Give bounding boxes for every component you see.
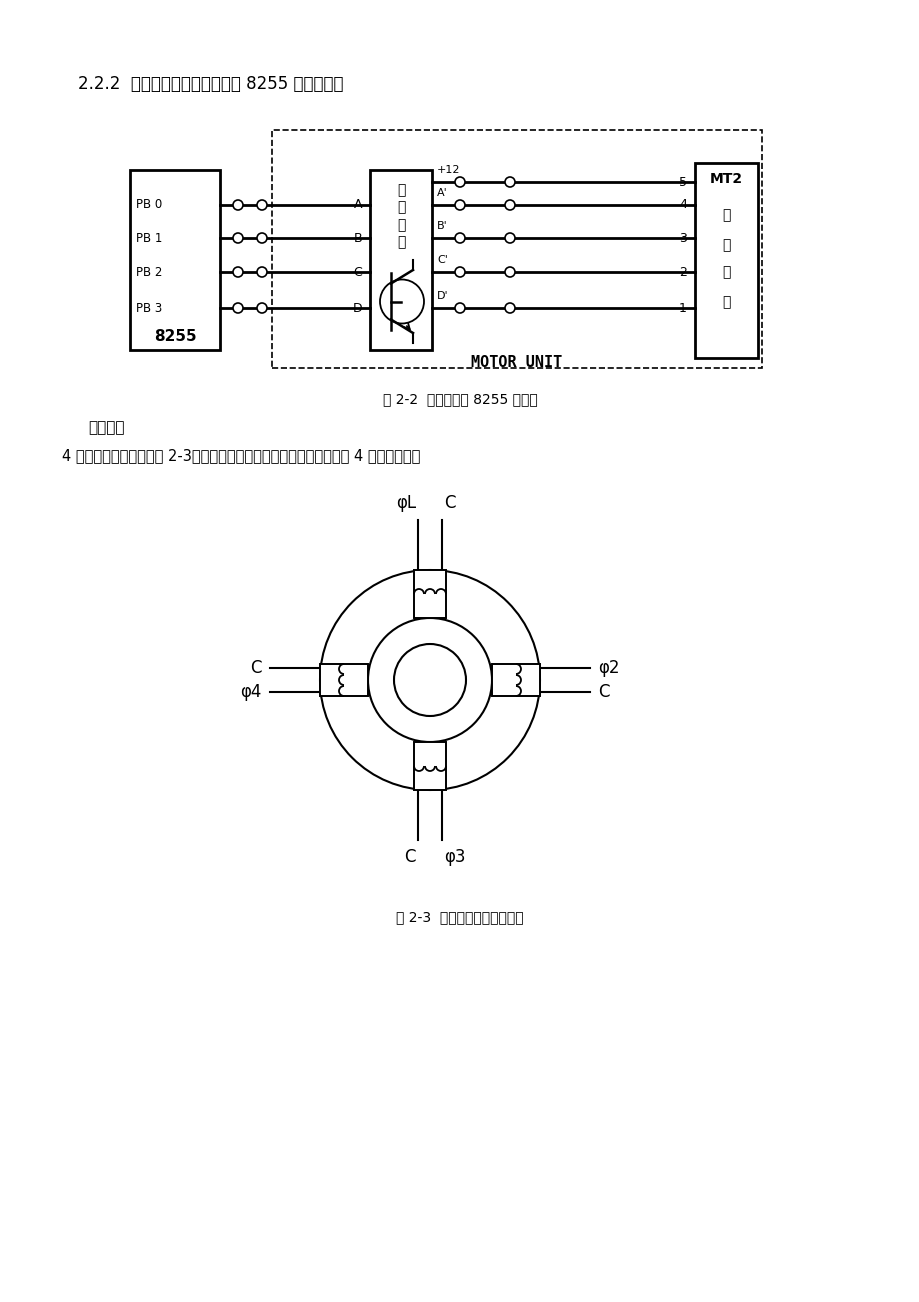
Text: 8255: 8255 (153, 329, 196, 344)
Polygon shape (320, 664, 368, 697)
Circle shape (455, 303, 464, 312)
Text: C': C' (437, 255, 448, 266)
Circle shape (256, 201, 267, 210)
Text: 动: 动 (396, 201, 404, 214)
Circle shape (505, 267, 515, 277)
Circle shape (233, 303, 243, 312)
Text: A': A' (437, 187, 448, 198)
Bar (272, 130, 761, 368)
Text: B': B' (437, 221, 448, 230)
Bar (694, 163, 757, 358)
Circle shape (256, 303, 267, 312)
Text: 驱: 驱 (396, 184, 404, 197)
Circle shape (380, 280, 424, 323)
Text: 工作原理: 工作原理 (88, 421, 124, 435)
Text: PB 2: PB 2 (136, 266, 162, 279)
Text: D': D' (437, 292, 448, 301)
Text: 路: 路 (396, 234, 404, 249)
Circle shape (505, 233, 515, 243)
Bar (369, 171, 432, 350)
Text: 电: 电 (396, 217, 404, 232)
Text: 2: 2 (678, 266, 686, 279)
Text: φ4: φ4 (241, 684, 262, 700)
Text: 2.2.2  步进电机工作原理以及与 8255 接口的关系: 2.2.2 步进电机工作原理以及与 8255 接口的关系 (78, 76, 343, 92)
Text: PB 1: PB 1 (136, 232, 162, 245)
Circle shape (505, 177, 515, 187)
Text: 图 2-3  电机定子和转子示意图: 图 2-3 电机定子和转子示意图 (396, 910, 523, 924)
Polygon shape (492, 664, 539, 697)
Text: φ2: φ2 (597, 659, 618, 677)
Circle shape (368, 618, 492, 742)
Text: +12: +12 (437, 165, 460, 174)
Circle shape (320, 570, 539, 790)
Text: 3: 3 (678, 232, 686, 245)
Polygon shape (414, 570, 446, 618)
Text: 步: 步 (721, 208, 730, 223)
Text: MOTOR UNIT: MOTOR UNIT (471, 355, 562, 370)
Text: 1: 1 (678, 302, 686, 315)
Circle shape (505, 303, 515, 312)
Text: C: C (353, 266, 361, 279)
Circle shape (233, 201, 243, 210)
Text: PB 0: PB 0 (136, 198, 162, 211)
Circle shape (233, 233, 243, 243)
Circle shape (455, 177, 464, 187)
Text: φ3: φ3 (444, 848, 465, 866)
Circle shape (256, 233, 267, 243)
Circle shape (256, 267, 267, 277)
Text: 图 2-2  步进电机与 8255 连接图: 图 2-2 步进电机与 8255 连接图 (382, 392, 537, 406)
Circle shape (455, 267, 464, 277)
Text: 机: 机 (721, 296, 730, 309)
Text: 5: 5 (678, 176, 686, 189)
Text: C: C (404, 848, 415, 866)
Text: MT2: MT2 (709, 172, 743, 186)
Circle shape (233, 267, 243, 277)
Text: 4: 4 (678, 198, 686, 211)
Circle shape (455, 233, 464, 243)
Circle shape (455, 201, 464, 210)
Circle shape (393, 644, 466, 716)
Bar (130, 171, 220, 350)
Text: 进: 进 (721, 238, 730, 253)
Text: PB 3: PB 3 (136, 302, 162, 315)
Text: 4 相步进电机示意图见图 2-3，转子由一个永久磁铁构成，定子分别由 4 组绕组构成。: 4 相步进电机示意图见图 2-3，转子由一个永久磁铁构成，定子分别由 4 组绕组… (62, 448, 420, 464)
Text: C: C (597, 684, 608, 700)
Text: D: D (352, 302, 361, 315)
Text: 电: 电 (721, 266, 730, 279)
Text: C: C (444, 493, 455, 512)
Text: φL: φL (395, 493, 415, 512)
Text: B: B (353, 232, 361, 245)
Polygon shape (414, 742, 446, 790)
Circle shape (505, 201, 515, 210)
Text: C: C (250, 659, 262, 677)
Text: A: A (353, 198, 361, 211)
